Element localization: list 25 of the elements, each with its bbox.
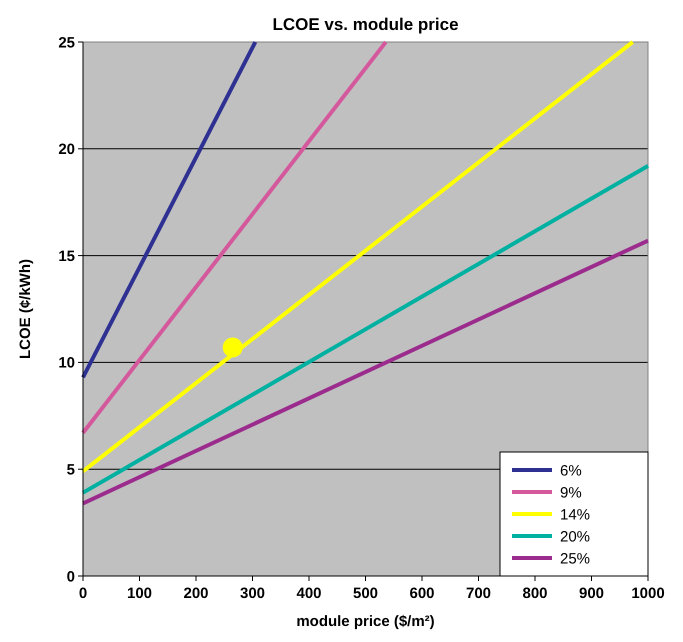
- legend-label: 20%: [560, 528, 590, 546]
- legend-label: 6%: [560, 462, 582, 480]
- y-tick-label: 25: [58, 34, 75, 52]
- legend-label: 25%: [560, 550, 590, 568]
- y-tick-label: 15: [58, 248, 75, 265]
- x-tick-label: 700: [466, 585, 492, 602]
- x-tick-label: 100: [126, 585, 152, 602]
- legend-label: 14%: [560, 506, 590, 524]
- y-axis-title: LCOE (¢/kWh): [17, 259, 34, 359]
- x-tick-label: 400: [296, 585, 322, 602]
- chart-title: LCOE vs. module price: [272, 15, 459, 34]
- x-axis-title: module price ($/m²): [296, 613, 435, 630]
- x-tick-label: 500: [352, 585, 378, 602]
- y-tick-label: 0: [66, 568, 75, 586]
- x-tick-label: 900: [578, 585, 604, 602]
- x-tick-label: 600: [409, 585, 435, 602]
- legend-label: 9%: [560, 484, 582, 502]
- x-tick-label: 800: [522, 585, 548, 602]
- x-tick-label: 200: [183, 585, 209, 602]
- x-tick-label: 0: [78, 585, 88, 602]
- y-tick-label: 20: [58, 141, 75, 158]
- x-tick-label: 1000: [631, 585, 665, 602]
- y-tick-label: 5: [66, 461, 75, 478]
- x-tick-label: 300: [240, 585, 266, 602]
- y-tick-label: 10: [58, 354, 75, 372]
